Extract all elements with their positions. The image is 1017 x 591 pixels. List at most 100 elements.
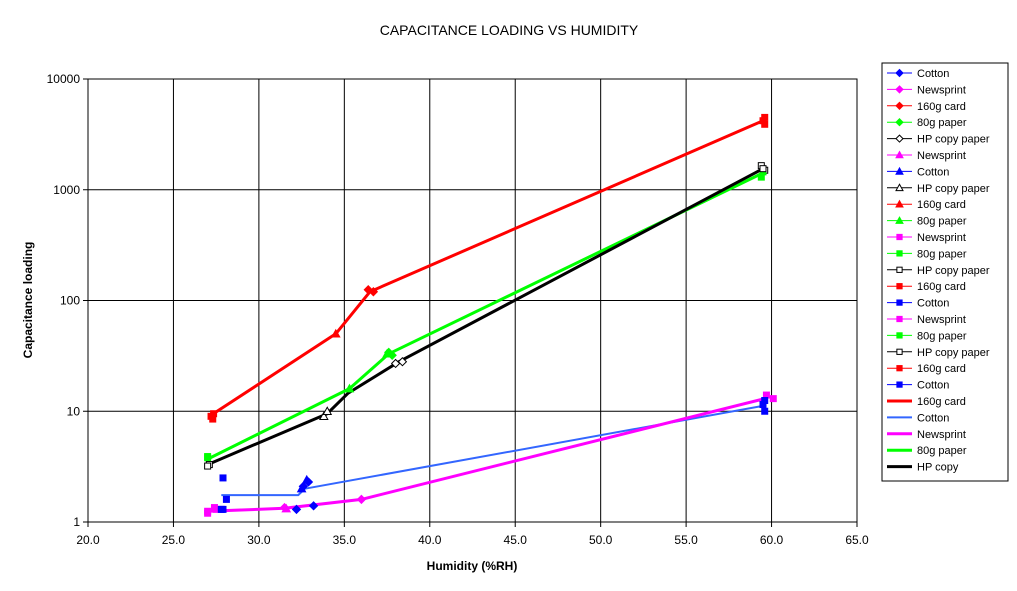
legend-label: HP copy paper xyxy=(917,134,990,146)
data-point xyxy=(382,348,392,358)
legend-label: Cotton xyxy=(917,68,949,80)
legend-marker-swatch xyxy=(896,283,903,290)
legend-entry: Newsprint xyxy=(887,429,966,441)
data-point xyxy=(769,395,777,403)
legend-label: 160g card xyxy=(917,363,966,375)
legend-entry: 160g card xyxy=(887,281,966,293)
legend-marker-swatch xyxy=(895,183,904,192)
x-tick-label: 55.0 xyxy=(674,533,698,547)
legend-label: 80g paper xyxy=(917,248,967,260)
data-point xyxy=(219,474,227,482)
y-tick-label: 10 xyxy=(67,404,81,418)
legend-entry: 160g card xyxy=(887,199,966,211)
legend-entry: Cotton xyxy=(887,380,949,392)
x-tick-label: 60.0 xyxy=(760,533,784,547)
series-line xyxy=(206,171,764,461)
x-tick-label: 35.0 xyxy=(333,533,357,547)
legend-marker-swatch xyxy=(896,381,903,388)
legend-entry: Cotton xyxy=(887,412,949,424)
legend-entry: Newsprint xyxy=(887,314,966,326)
data-point xyxy=(322,406,333,415)
legend-marker-swatch xyxy=(896,250,903,257)
data-point xyxy=(222,495,230,503)
x-tick-label: 45.0 xyxy=(504,533,528,547)
x-tick-label: 20.0 xyxy=(76,533,100,547)
data-point xyxy=(291,504,302,515)
legend-marker-swatch xyxy=(896,266,903,273)
y-axis-title: Capacitance loading xyxy=(21,242,35,359)
y-axis-ticks: 1 10 100 1000 10000 xyxy=(47,72,88,529)
legend-marker-swatch xyxy=(896,233,903,241)
data-point xyxy=(207,412,215,420)
data-point xyxy=(397,357,408,367)
legend-label: Cotton xyxy=(917,412,949,424)
legend-marker-swatch xyxy=(895,216,904,224)
legend-label: HP copy paper xyxy=(917,183,990,195)
data-point xyxy=(759,401,767,409)
legend-entry: Cotton xyxy=(887,68,949,80)
data-point xyxy=(308,501,319,511)
data-point xyxy=(356,494,367,505)
legend-label: Newsprint xyxy=(917,150,966,162)
y-tick-label: 1 xyxy=(73,515,80,529)
data-point xyxy=(318,411,329,421)
legend-entry: 80g paper xyxy=(887,445,967,457)
x-axis-title: Humidity (%RH) xyxy=(427,559,518,573)
legend-marker-swatch xyxy=(895,117,904,127)
legend-entry: 160g card xyxy=(887,396,966,408)
x-axis-ticks: 20.0 25.0 30.0 35.0 40.0 45.0 50.0 55.0 60.0 65.0 xyxy=(76,522,869,547)
chart-title: CAPACITANCE LOADING VS HUMIDITY xyxy=(380,22,639,38)
legend-entry: 80g paper xyxy=(887,117,967,129)
legend-entry: Cotton xyxy=(887,166,949,178)
legend-entry: HP copy xyxy=(887,462,959,474)
legend-marker-swatch xyxy=(895,150,904,159)
legend-label: HP copy paper xyxy=(917,347,990,359)
legend-label: HP copy paper xyxy=(917,265,990,277)
series-line xyxy=(210,119,764,417)
legend-entry: 160g card xyxy=(887,363,966,375)
data-point xyxy=(759,117,767,125)
legend-marker-swatch xyxy=(895,101,904,111)
legend-label: 80g paper xyxy=(917,445,967,457)
legend-label: 80g paper xyxy=(917,216,967,228)
legend-marker-swatch xyxy=(895,199,904,208)
legend-label: Newsprint xyxy=(917,232,966,244)
series-markers xyxy=(204,113,777,517)
legend-entry: 160g card xyxy=(887,101,966,113)
legend-entry: Cotton xyxy=(887,298,949,310)
legend-label: HP copy xyxy=(917,462,959,474)
legend-label: Newsprint xyxy=(917,429,966,441)
legend-marker-swatch xyxy=(896,348,903,355)
x-tick-label: 50.0 xyxy=(589,533,613,547)
legend-marker-swatch xyxy=(896,299,903,306)
legend-label: Newsprint xyxy=(917,314,966,326)
x-tick-label: 65.0 xyxy=(845,533,869,547)
data-point xyxy=(217,505,225,513)
data-point xyxy=(344,383,355,393)
legend-marker-swatch xyxy=(895,85,904,94)
legend-marker-swatch xyxy=(895,68,904,78)
legend-label: 80g paper xyxy=(917,330,967,342)
legend-entry: Newsprint xyxy=(887,84,966,96)
legend-marker-swatch xyxy=(896,315,903,323)
legend-label: Cotton xyxy=(917,298,949,310)
grid xyxy=(87,78,858,523)
data-point xyxy=(204,507,212,515)
y-tick-label: 100 xyxy=(60,294,80,308)
legend-label: 80g paper xyxy=(917,117,967,129)
data-point xyxy=(368,287,379,297)
legend-label: Cotton xyxy=(917,380,949,392)
data-point xyxy=(761,407,769,415)
legend-label: Newsprint xyxy=(917,84,966,96)
legend-label: 160g card xyxy=(917,281,966,293)
data-point xyxy=(204,462,212,470)
x-tick-label: 30.0 xyxy=(247,533,271,547)
legend-box xyxy=(881,62,1009,482)
series-lines xyxy=(206,119,766,513)
x-tick-label: 25.0 xyxy=(162,533,186,547)
legend-marker-swatch xyxy=(896,365,903,372)
data-point xyxy=(281,503,292,513)
legend-entry: 80g paper xyxy=(887,216,967,228)
data-point xyxy=(204,453,212,461)
